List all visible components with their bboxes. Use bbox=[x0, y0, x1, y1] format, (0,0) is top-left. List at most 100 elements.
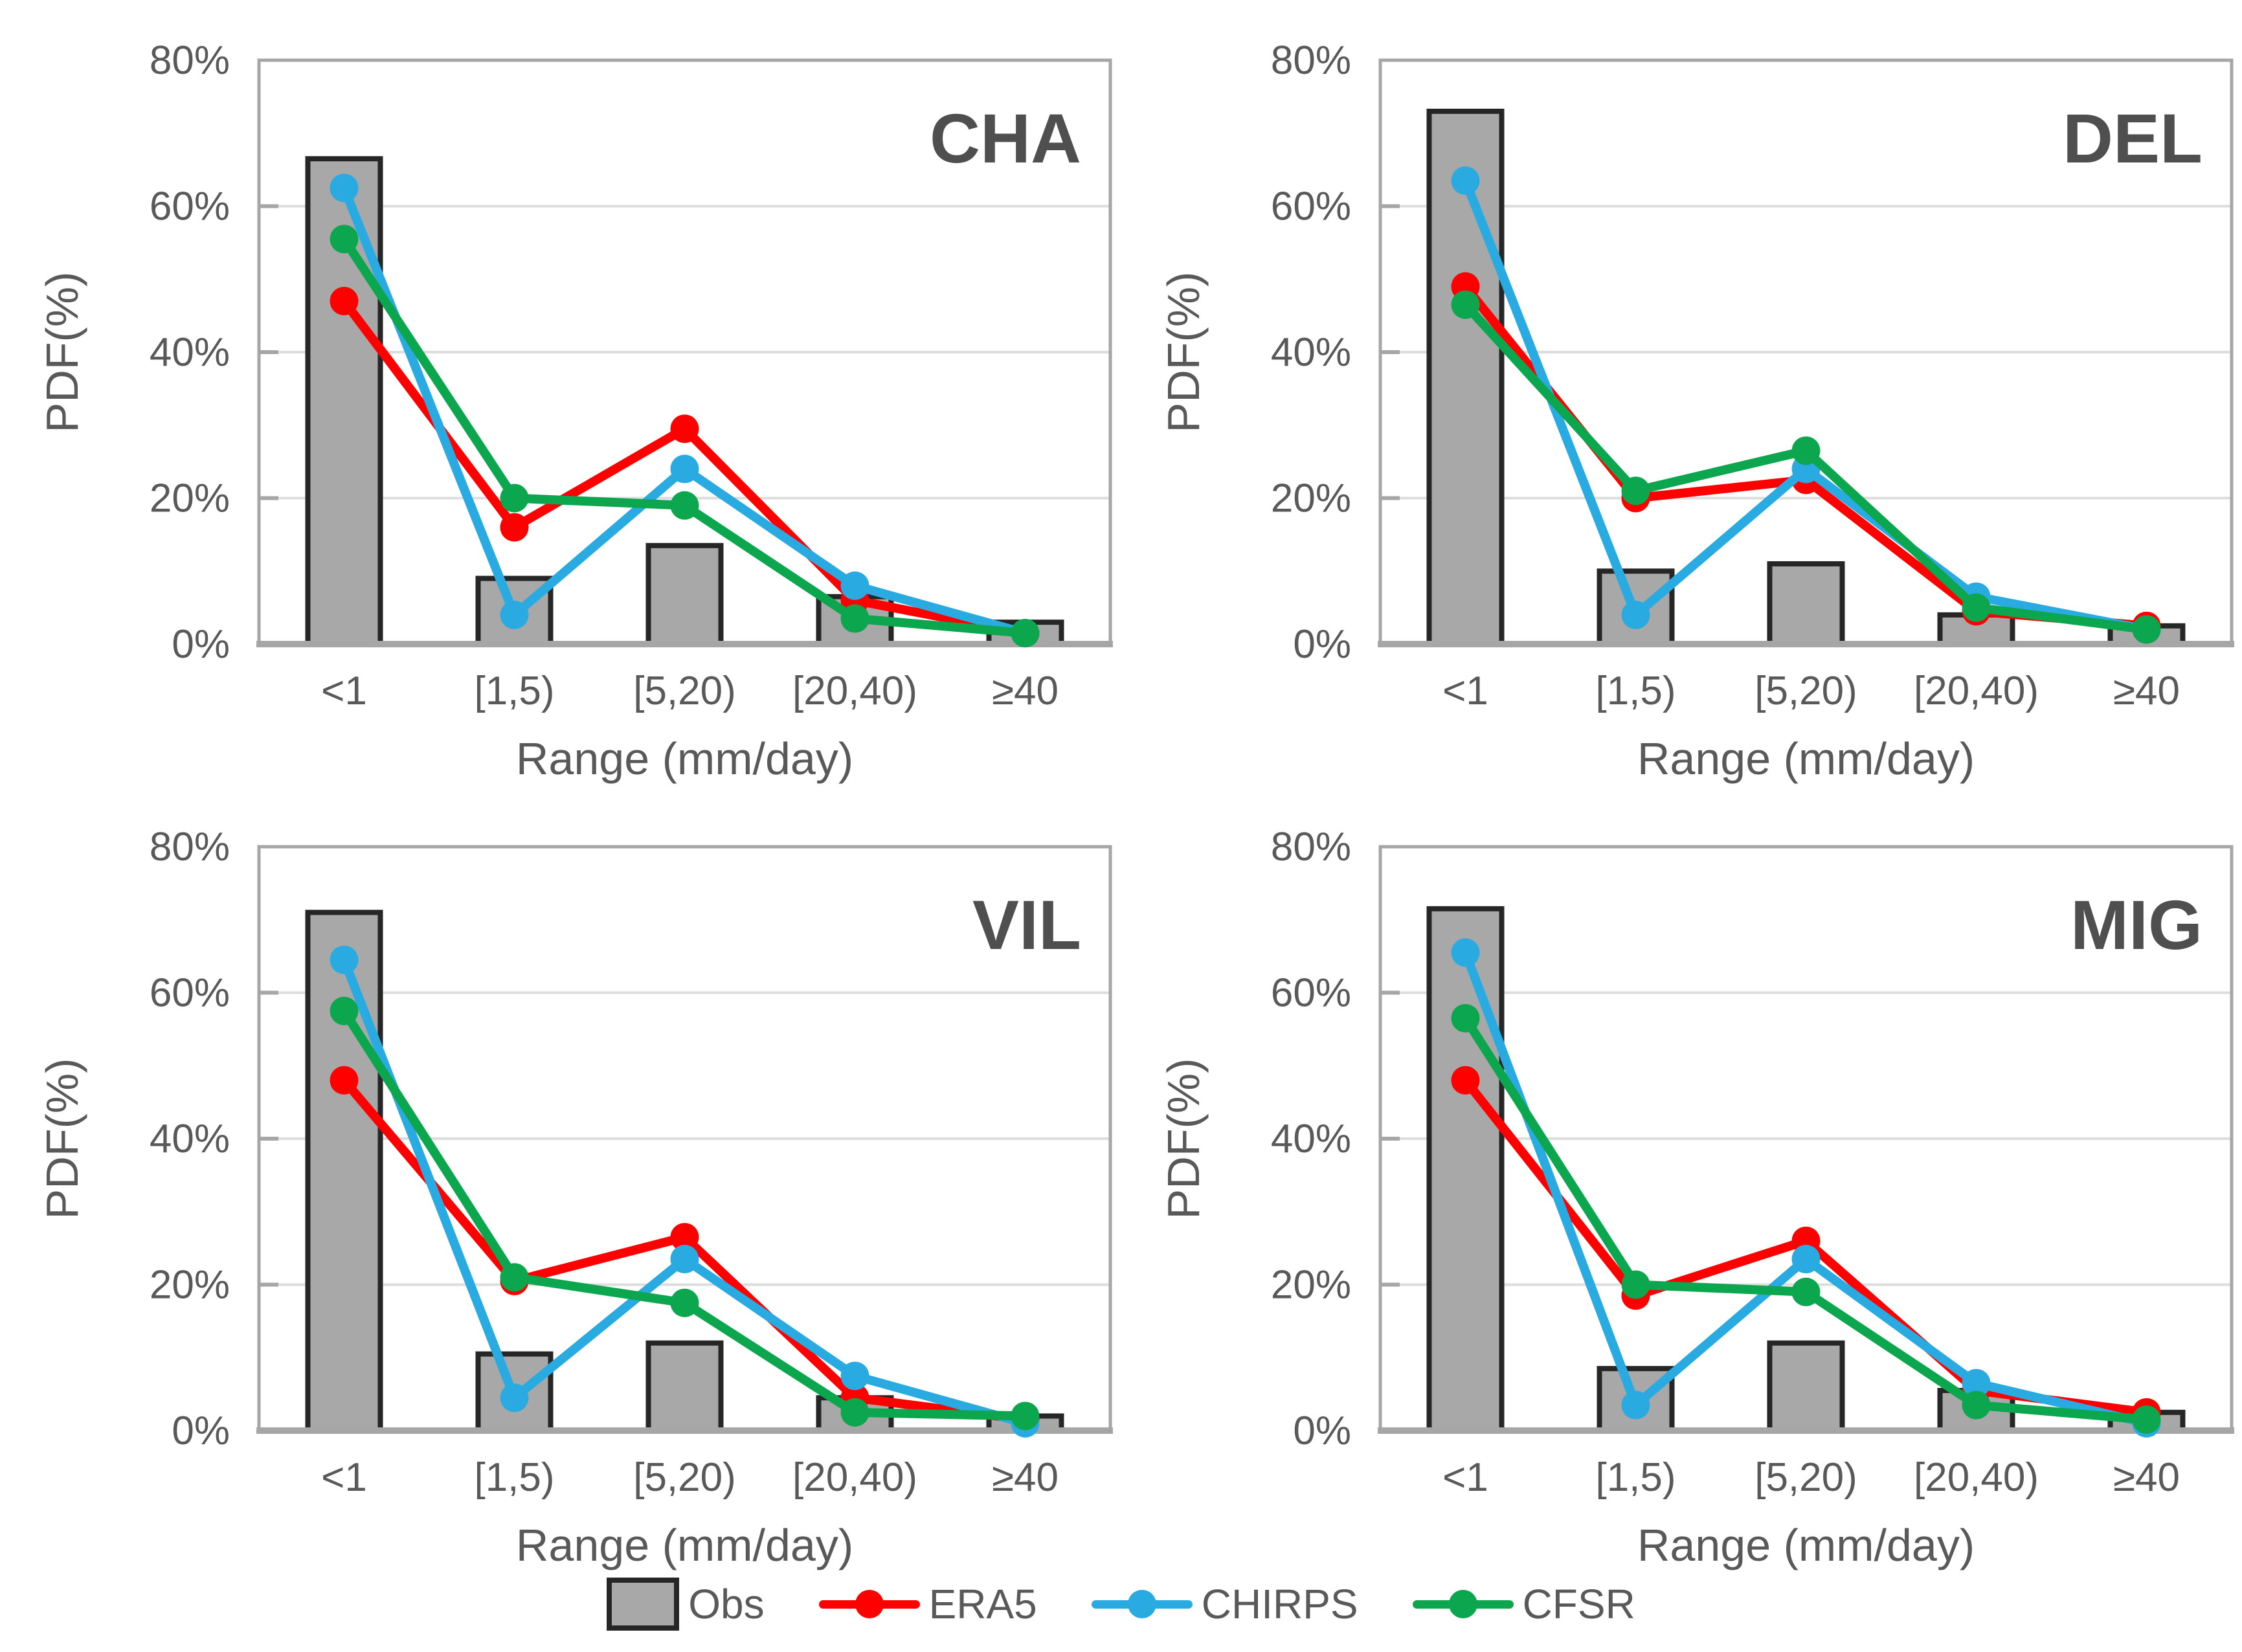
bar-cha-2 bbox=[645, 542, 724, 647]
x-tick-label-0: <1 bbox=[321, 1455, 367, 1500]
marker-2 bbox=[670, 1245, 699, 1274]
x-tick-label-3: [20,40) bbox=[792, 669, 917, 713]
x-tick-label-1: [1,5) bbox=[1595, 669, 1676, 713]
y-tick-label-60%: 60% bbox=[150, 971, 230, 1016]
x-tick-label-4: ≥40 bbox=[992, 669, 1059, 713]
y-tick-label-80%: 80% bbox=[1271, 38, 1351, 83]
series-cfsr-vil bbox=[330, 996, 1040, 1431]
y-tick-label-40%: 40% bbox=[150, 1117, 230, 1161]
y-axis-title: PDF(%) bbox=[1158, 272, 1209, 433]
marker-2 bbox=[670, 491, 699, 520]
marker-4 bbox=[2132, 1405, 2161, 1434]
y-tick-label-60%: 60% bbox=[1271, 184, 1351, 229]
y-tick-label-40%: 40% bbox=[1271, 330, 1351, 375]
marker-0 bbox=[1451, 1066, 1480, 1095]
y-tick-label-0%: 0% bbox=[1293, 622, 1351, 667]
bar-mig-2 bbox=[1767, 1340, 1845, 1434]
legend-item-era5: ERA5 bbox=[818, 1580, 1037, 1628]
x-tick-label-3: [20,40) bbox=[792, 1455, 917, 1500]
series-chirps-mig bbox=[1451, 938, 2161, 1438]
bar-del-2 bbox=[1767, 561, 1845, 647]
marker-0 bbox=[330, 225, 359, 254]
chart-panel-cha: 0% 20% 40% 60% 80% <1 [1,5) [5,20) [20,40) ≥40 Ran… bbox=[26, 10, 1147, 797]
marker-4 bbox=[2132, 615, 2161, 644]
panel-title-vil: VIL bbox=[972, 886, 1081, 964]
marker-3 bbox=[1962, 1368, 1991, 1398]
y-tick-label-40%: 40% bbox=[1271, 1117, 1351, 1161]
marker-0 bbox=[330, 287, 359, 316]
marker-2 bbox=[1791, 436, 1821, 465]
x-axis-title: Range (mm/day) bbox=[516, 1520, 853, 1570]
x-tick-label-4: ≥40 bbox=[2113, 669, 2180, 713]
marker-1 bbox=[500, 513, 529, 542]
marker-2 bbox=[1791, 1245, 1821, 1274]
bar-del-0 bbox=[1426, 108, 1505, 647]
marker-0 bbox=[330, 173, 359, 203]
x-tick-label-3: [20,40) bbox=[1914, 669, 2039, 713]
y-tick-label-0%: 0% bbox=[1293, 1409, 1351, 1453]
x-tick-label-0: <1 bbox=[1442, 1455, 1488, 1500]
x-axis-title: Range (mm/day) bbox=[1637, 733, 1975, 784]
y-tick-label-60%: 60% bbox=[1271, 971, 1351, 1016]
x-tick-label-1: [1,5) bbox=[474, 669, 554, 713]
marker-1 bbox=[500, 1263, 529, 1292]
marker-1 bbox=[1621, 476, 1650, 506]
plot-border bbox=[1378, 845, 2234, 1431]
chart-panel-del: 0% 20% 40% 60% 80% <1 [1,5) [5,20) [20,40) ≥40 Ran… bbox=[1147, 10, 2242, 797]
marker-2 bbox=[670, 1223, 699, 1252]
chart-svg-vil: 0% 20% 40% 60% 80% <1 [1,5) [5,20) [20,40) ≥40 Ran… bbox=[37, 825, 1113, 1570]
x-tick-label-0: <1 bbox=[1442, 669, 1488, 713]
legend-item-cfsr: CFSR bbox=[1412, 1580, 1635, 1628]
chart-svg-del: 0% 20% 40% 60% 80% <1 [1,5) [5,20) [20,40) ≥40 Ran… bbox=[1158, 38, 2234, 784]
marker-0 bbox=[330, 1066, 359, 1095]
series-cfsr-cha bbox=[330, 225, 1040, 648]
x-tick-label-1: [1,5) bbox=[1595, 1455, 1676, 1500]
legend-label-obs: Obs bbox=[688, 1581, 765, 1627]
marker-0 bbox=[330, 945, 359, 974]
y-tick-label-60%: 60% bbox=[150, 184, 230, 229]
marker-0 bbox=[1451, 938, 1480, 967]
marker-3 bbox=[840, 571, 869, 600]
x-tick-label-1: [1,5) bbox=[474, 1455, 554, 1500]
marker-3 bbox=[840, 1398, 869, 1427]
legend-label-cfsr: CFSR bbox=[1522, 1581, 1635, 1627]
bar-vil-2 bbox=[645, 1340, 724, 1434]
x-tick-label-2: [5,20) bbox=[633, 669, 736, 713]
legend-label-chirps: CHIRPS bbox=[1201, 1581, 1358, 1627]
legend-item-chirps: CHIRPS bbox=[1091, 1580, 1358, 1628]
series-cfsr-mig bbox=[1451, 1003, 2161, 1434]
bar-mig-0 bbox=[1426, 906, 1505, 1433]
y-tick-label-0%: 0% bbox=[172, 622, 230, 667]
era5-line-marker-icon bbox=[818, 1589, 920, 1619]
legend: Obs ERA5 CHIRPS CFSR bbox=[0, 1565, 2242, 1643]
plot-border bbox=[257, 845, 1112, 1431]
x-tick-label-4: ≥40 bbox=[2113, 1455, 2180, 1500]
marker-2 bbox=[670, 414, 699, 443]
x-tick-label-0: <1 bbox=[321, 669, 367, 713]
marker-3 bbox=[1962, 593, 1991, 622]
chart-panel-mig: 0% 20% 40% 60% 80% <1 [1,5) [5,20) [20,40) ≥40 Ran… bbox=[1147, 797, 2242, 1583]
y-tick-label-80%: 80% bbox=[1271, 825, 1351, 869]
marker-3 bbox=[840, 604, 869, 633]
chart-svg-mig: 0% 20% 40% 60% 80% <1 [1,5) [5,20) [20,40) ≥40 Ran… bbox=[1158, 825, 2234, 1570]
y-tick-label-80%: 80% bbox=[150, 825, 230, 869]
panel-title-mig: MIG bbox=[2070, 886, 2203, 964]
marker-0 bbox=[1451, 290, 1480, 319]
marker-4 bbox=[1011, 619, 1040, 648]
marker-1 bbox=[1621, 1390, 1650, 1420]
x-tick-label-3: [20,40) bbox=[1914, 1455, 2039, 1500]
legend-label-era5: ERA5 bbox=[928, 1581, 1037, 1627]
legend-item-obs: Obs bbox=[607, 1578, 765, 1631]
chart-panel-vil: 0% 20% 40% 60% 80% <1 [1,5) [5,20) [20,40) ≥40 Ran… bbox=[26, 797, 1147, 1583]
marker-1 bbox=[500, 600, 529, 629]
marker-3 bbox=[1962, 1390, 1991, 1420]
y-tick-label-20%: 20% bbox=[150, 1263, 230, 1308]
x-tick-label-2: [5,20) bbox=[1754, 1455, 1857, 1500]
marker-3 bbox=[840, 1361, 869, 1390]
marker-4 bbox=[1011, 1401, 1040, 1431]
y-axis-title: PDF(%) bbox=[37, 1058, 87, 1220]
marker-0 bbox=[1451, 1003, 1480, 1032]
marker-0 bbox=[330, 996, 359, 1025]
plot-border bbox=[1378, 58, 2234, 644]
